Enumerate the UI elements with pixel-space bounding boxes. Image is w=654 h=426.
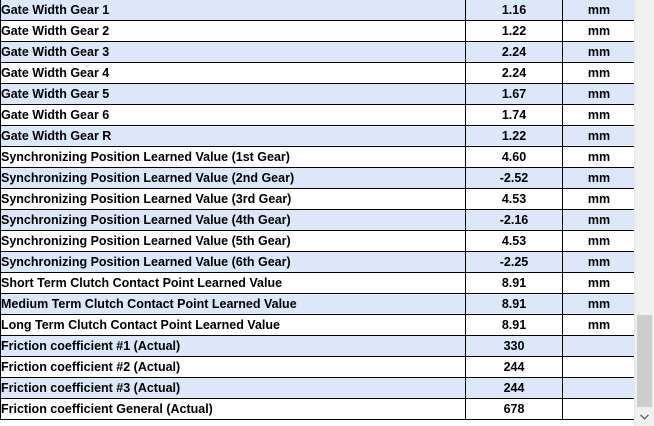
table-row[interactable]: Gate Width Gear R 1.22 mm bbox=[0, 125, 634, 147]
parameter-unit: mm bbox=[562, 83, 634, 105]
parameter-name: Long Term Clutch Contact Point Learned V… bbox=[0, 314, 466, 336]
table-row[interactable]: Short Term Clutch Contact Point Learned … bbox=[0, 272, 634, 294]
data-list-grid: Gate Width Gear 1 1.16 mm Gate Width Gear 2… bbox=[0, 0, 634, 420]
chevron-down-icon bbox=[640, 413, 649, 420]
parameter-unit: mm bbox=[562, 314, 634, 336]
table-row[interactable]: Friction coefficient #3 (Actual) 244 bbox=[0, 377, 634, 399]
table-row[interactable]: Gate Width Gear 1 1.16 mm bbox=[0, 0, 634, 21]
parameter-unit: mm bbox=[562, 272, 634, 294]
parameter-value: 1.74 bbox=[465, 104, 563, 126]
parameter-name: Friction coefficient #1 (Actual) bbox=[0, 335, 466, 357]
parameter-value: 2.24 bbox=[465, 62, 563, 84]
parameter-value: 678 bbox=[465, 398, 563, 420]
table-row[interactable]: Synchronizing Position Learned Value (3r… bbox=[0, 188, 634, 210]
parameter-name: Synchronizing Position Learned Value (5t… bbox=[0, 230, 466, 252]
table-row[interactable]: Friction coefficient General (Actual) 678 bbox=[0, 398, 634, 420]
parameter-name: Synchronizing Position Learned Value (6t… bbox=[0, 251, 466, 273]
data-table-body: Gate Width Gear 1 1.16 mm Gate Width Gear 2… bbox=[0, 0, 634, 420]
table-row[interactable]: Synchronizing Position Learned Value (2n… bbox=[0, 167, 634, 189]
parameter-value: -2.25 bbox=[465, 251, 563, 273]
table-row[interactable]: Synchronizing Position Learned Value (5t… bbox=[0, 230, 634, 252]
parameter-unit: mm bbox=[562, 209, 634, 231]
parameter-unit: mm bbox=[562, 104, 634, 126]
parameter-value: 244 bbox=[465, 377, 563, 399]
parameter-name: Short Term Clutch Contact Point Learned … bbox=[0, 272, 466, 294]
table-row[interactable]: Synchronizing Position Learned Value (1s… bbox=[0, 146, 634, 168]
parameter-value: 2.24 bbox=[465, 41, 563, 63]
parameter-value: 8.91 bbox=[465, 314, 563, 336]
vertical-scrollbar[interactable] bbox=[634, 0, 654, 426]
parameter-name: Synchronizing Position Learned Value (4t… bbox=[0, 209, 466, 231]
table-row[interactable]: Gate Width Gear 5 1.67 mm bbox=[0, 83, 634, 105]
parameter-name: Synchronizing Position Learned Value (3r… bbox=[0, 188, 466, 210]
parameter-name: Gate Width Gear 2 bbox=[0, 20, 466, 42]
parameter-name: Friction coefficient General (Actual) bbox=[0, 398, 466, 420]
parameter-value: 1.22 bbox=[465, 20, 563, 42]
parameter-value: 1.67 bbox=[465, 83, 563, 105]
parameter-value: 244 bbox=[465, 356, 563, 378]
scroll-down-button[interactable] bbox=[635, 407, 654, 426]
parameter-name: Medium Term Clutch Contact Point Learned… bbox=[0, 293, 466, 315]
parameter-unit: mm bbox=[562, 167, 634, 189]
table-row[interactable]: Gate Width Gear 3 2.24 mm bbox=[0, 41, 634, 63]
table-row[interactable]: Gate Width Gear 4 2.24 mm bbox=[0, 62, 634, 84]
scrollbar-thumb[interactable] bbox=[637, 315, 652, 407]
parameter-name: Gate Width Gear R bbox=[0, 125, 466, 147]
parameter-value: 4.53 bbox=[465, 230, 563, 252]
table-row[interactable]: Friction coefficient #2 (Actual) 244 bbox=[0, 356, 634, 378]
parameter-value: 1.16 bbox=[465, 0, 563, 21]
parameter-name: Synchronizing Position Learned Value (1s… bbox=[0, 146, 466, 168]
table-row[interactable]: Medium Term Clutch Contact Point Learned… bbox=[0, 293, 634, 315]
parameter-value: 4.60 bbox=[465, 146, 563, 168]
parameter-unit: mm bbox=[562, 0, 634, 21]
table-row[interactable]: Synchronizing Position Learned Value (6t… bbox=[0, 251, 634, 273]
parameter-unit: mm bbox=[562, 230, 634, 252]
parameter-unit: mm bbox=[562, 146, 634, 168]
parameter-value: 1.22 bbox=[465, 125, 563, 147]
parameter-unit: mm bbox=[562, 188, 634, 210]
parameter-name: Gate Width Gear 1 bbox=[0, 0, 466, 21]
parameter-unit: mm bbox=[562, 293, 634, 315]
data-table: Gate Width Gear 1 1.16 mm Gate Width Gear 2… bbox=[0, 0, 634, 420]
parameter-value: 8.91 bbox=[465, 272, 563, 294]
parameter-name: Gate Width Gear 3 bbox=[0, 41, 466, 63]
parameter-name: Gate Width Gear 5 bbox=[0, 83, 466, 105]
parameter-name: Synchronizing Position Learned Value (2n… bbox=[0, 167, 466, 189]
table-row[interactable]: Long Term Clutch Contact Point Learned V… bbox=[0, 314, 634, 336]
parameter-unit bbox=[562, 356, 634, 378]
parameter-unit: mm bbox=[562, 20, 634, 42]
parameter-unit bbox=[562, 398, 634, 420]
parameter-name: Gate Width Gear 4 bbox=[0, 62, 466, 84]
table-row[interactable]: Friction coefficient #1 (Actual) 330 bbox=[0, 335, 634, 357]
parameter-value: -2.16 bbox=[465, 209, 563, 231]
table-row[interactable]: Gate Width Gear 2 1.22 mm bbox=[0, 20, 634, 42]
table-row[interactable]: Synchronizing Position Learned Value (4t… bbox=[0, 209, 634, 231]
parameter-name: Friction coefficient #3 (Actual) bbox=[0, 377, 466, 399]
parameter-unit: mm bbox=[562, 62, 634, 84]
parameter-name: Friction coefficient #2 (Actual) bbox=[0, 356, 466, 378]
parameter-value: 4.53 bbox=[465, 188, 563, 210]
parameter-unit bbox=[562, 335, 634, 357]
parameter-unit bbox=[562, 377, 634, 399]
parameter-unit: mm bbox=[562, 251, 634, 273]
parameter-unit: mm bbox=[562, 125, 634, 147]
table-row[interactable]: Gate Width Gear 6 1.74 mm bbox=[0, 104, 634, 126]
parameter-name: Gate Width Gear 6 bbox=[0, 104, 466, 126]
parameter-value: 8.91 bbox=[465, 293, 563, 315]
parameter-unit: mm bbox=[562, 41, 634, 63]
parameter-value: 330 bbox=[465, 335, 563, 357]
parameter-value: -2.52 bbox=[465, 167, 563, 189]
